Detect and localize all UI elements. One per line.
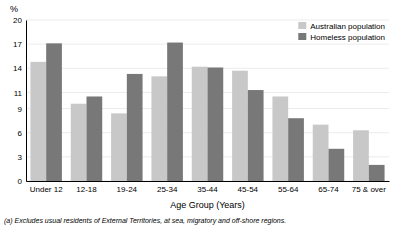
x-tick-label: 25-34 [157, 185, 178, 194]
marks [30, 43, 384, 181]
x-axis-title: Age Group (Years) [170, 200, 245, 210]
y-tick-label: 0 [18, 177, 23, 186]
grid-line [26, 20, 389, 21]
bar [71, 104, 87, 181]
y-tick: 20 [13, 16, 26, 25]
x-tick: Under 12 [30, 181, 63, 194]
legend-label: Homeless population [310, 33, 385, 42]
bar [111, 113, 127, 181]
y-tick: 3 [18, 153, 26, 162]
x-tick-label: Under 12 [30, 185, 63, 194]
y-tick-label: 11 [14, 89, 23, 98]
y-axis-line [26, 21, 27, 182]
bar [30, 62, 46, 181]
bar-series [46, 43, 384, 181]
y-tick: 11 [14, 89, 26, 98]
y-axis-title: % [10, 4, 18, 14]
chart-svg: Under 12 12-18 19-24 25-34 35-44 45-54 55-64 65… [0, 0, 397, 227]
x-axis: Under 12 12-18 19-24 25-34 35-44 45-54 55-64 65… [27, 181, 390, 194]
legend-item: Homeless population [298, 33, 385, 42]
y-tick-label: 9 [18, 105, 23, 114]
y-tick-label: 17 [13, 40, 22, 49]
x-tick: 75 & over [352, 181, 387, 194]
bar [272, 96, 288, 181]
x-tick: 19-24 [117, 181, 138, 194]
y-axis: 0 3 6 9 11 14 17 20 [13, 16, 26, 186]
plot-area: Under 12 12-18 19-24 25-34 35-44 45-54 55-64 65… [13, 16, 389, 194]
x-tick: 35-44 [197, 181, 218, 194]
bar [208, 67, 224, 181]
y-tick-label: 14 [13, 64, 22, 73]
y-tick: 9 [18, 105, 26, 114]
legend-item: Australian population [298, 22, 385, 31]
bar [46, 43, 62, 181]
bar [232, 71, 248, 181]
x-tick-label: 55-64 [278, 185, 299, 194]
x-tick-label: 45-54 [238, 185, 259, 194]
x-axis-line [27, 181, 390, 182]
bar [167, 43, 183, 181]
footnote: (a) Excludes usual residents of External… [4, 217, 286, 225]
y-tick: 6 [18, 129, 26, 138]
bar [151, 76, 167, 181]
bar [369, 165, 385, 181]
grid [26, 20, 389, 181]
grid-line [26, 44, 389, 45]
x-tick: 12-18 [76, 181, 97, 194]
x-tick-label: 12-18 [76, 185, 97, 194]
bar [329, 149, 345, 181]
bar [192, 67, 208, 181]
bar-series [30, 62, 368, 181]
bar [248, 90, 264, 181]
y-tick-label: 6 [18, 129, 23, 138]
bar [288, 118, 304, 181]
legend-swatch [298, 33, 306, 40]
x-tick-label: 19-24 [117, 185, 138, 194]
x-tick-label: 65-74 [318, 185, 339, 194]
y-tick-label: 20 [13, 16, 22, 25]
x-tick-label: 75 & over [352, 185, 387, 194]
bar [353, 130, 369, 181]
legend-label: Australian population [310, 22, 385, 31]
bar [127, 74, 143, 181]
y-tick: 17 [13, 40, 26, 49]
bar [87, 96, 103, 181]
chart-container: Under 12 12-18 19-24 25-34 35-44 45-54 55-64 65… [0, 0, 397, 227]
y-tick: 0 [18, 177, 26, 186]
x-tick: 45-54 [238, 181, 259, 194]
x-tick: 25-34 [157, 181, 178, 194]
x-tick-label: 35-44 [197, 185, 218, 194]
x-tick: 55-64 [278, 181, 299, 194]
y-tick: 14 [13, 64, 26, 73]
y-tick-label: 3 [18, 153, 23, 162]
legend-swatch [298, 22, 306, 29]
bar [313, 125, 329, 181]
x-tick: 65-74 [318, 181, 339, 194]
legend: Australian population Homeless population [298, 22, 385, 42]
